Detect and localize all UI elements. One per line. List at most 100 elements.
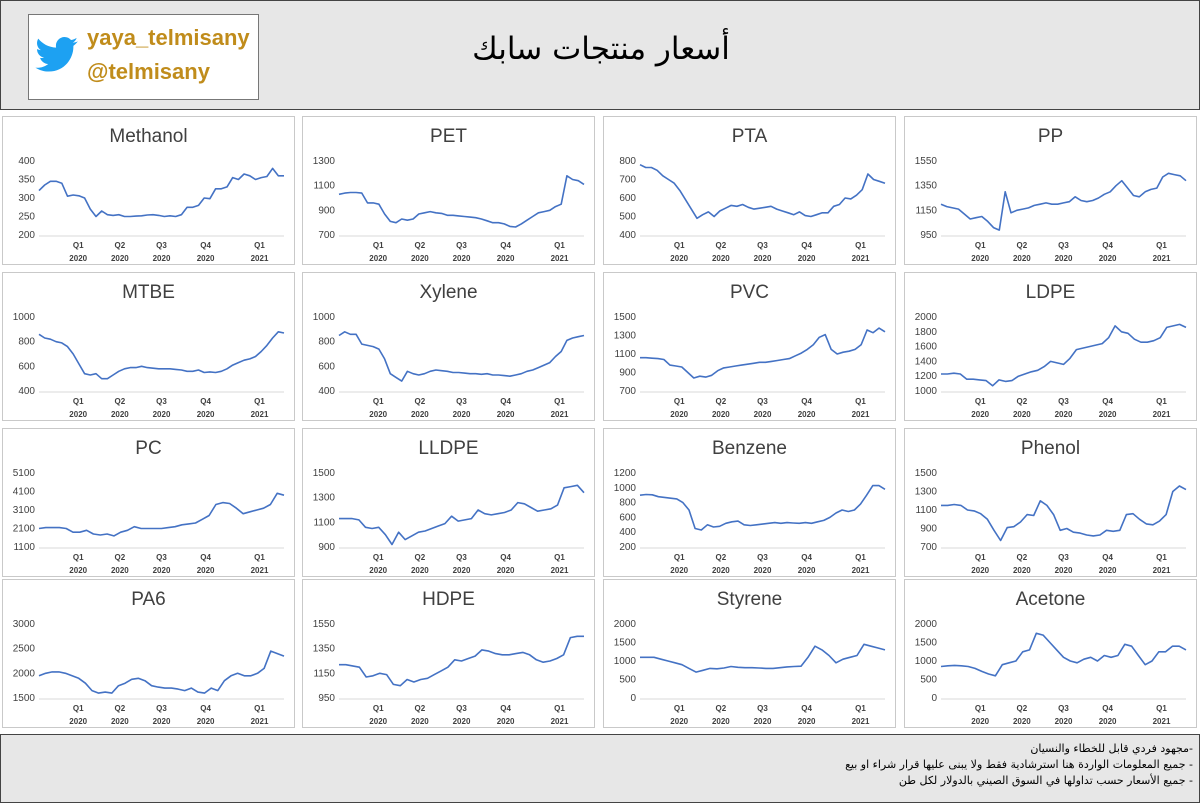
x-tick-quarter: Q3 (456, 397, 467, 406)
chart-title: PC (135, 438, 162, 459)
chart-panel-acetone: Acetone 0 500 1000 1500 2000 Q1 2020 Q2 2020 Q3 202… (904, 579, 1197, 728)
y-tick-label: 2000 (614, 619, 637, 630)
y-tick-label: 1100 (13, 542, 35, 553)
x-tick-year: 2020 (153, 254, 171, 263)
y-tick-label: 250 (18, 212, 35, 223)
y-tick-label: 700 (619, 175, 636, 186)
x-tick-year: 2020 (1099, 254, 1117, 263)
x-tick-quarter: Q4 (200, 397, 211, 406)
x-tick-quarter: Q1 (73, 397, 84, 406)
x-tick-quarter: Q2 (716, 397, 727, 406)
x-tick-quarter: Q3 (1058, 704, 1069, 713)
x-tick-year: 2020 (69, 410, 87, 419)
x-tick-quarter: Q3 (757, 553, 768, 562)
line-chart: 400 600 800 1000 Q1 2020 Q2 2020 Q3 2020 Q4 2020 Q1 2… (13, 312, 285, 419)
twitter-bird-icon (35, 37, 78, 72)
y-tick-label: 1500 (614, 312, 637, 323)
line-chart: 700 900 1100 1300 1500 Q1 2020 Q2 2020 Q3 2020 Q4 20… (614, 312, 886, 419)
x-tick-year: 2021 (1153, 254, 1171, 263)
x-tick-quarter: Q1 (554, 397, 565, 406)
y-tick-label: 1350 (313, 644, 336, 655)
chart-panel-phenol: Phenol 700 900 1100 1300 1500 Q1 2020 Q2 2020 Q3 20… (904, 428, 1197, 577)
chart-panel-pvc: PVC 700 900 1100 1300 1500 Q1 2020 Q2 2020 Q3 2020 Q… (603, 272, 896, 421)
x-tick-year: 2020 (153, 410, 171, 419)
x-tick-quarter: Q4 (801, 397, 812, 406)
x-tick-year: 2020 (1013, 410, 1031, 419)
line-chart: 1500 2000 2500 3000 Q1 2020 Q2 2020 Q3 2020 Q4 2020… (13, 619, 285, 726)
chart-title: PET (430, 126, 467, 147)
x-tick-quarter: Q2 (115, 397, 126, 406)
x-tick-year: 2020 (754, 410, 772, 419)
y-tick-label: 1300 (313, 156, 336, 167)
x-tick-year: 2020 (798, 254, 816, 263)
x-tick-quarter: Q1 (855, 397, 866, 406)
line-chart: 1000 1200 1400 1600 1800 2000 Q1 2020 Q2 2020 Q3 20… (915, 312, 1187, 419)
y-tick-label: 2000 (13, 668, 36, 679)
x-tick-year: 2020 (453, 717, 471, 726)
x-tick-year: 2020 (111, 410, 129, 419)
series-line (941, 323, 1187, 387)
line-chart: 700 900 1100 1300 Q1 2020 Q2 2020 Q3 2020 Q4 2020 Q1… (313, 156, 585, 263)
x-tick-quarter: Q1 (855, 553, 866, 562)
x-tick-quarter: Q2 (415, 553, 426, 562)
chart-title: MTBE (122, 282, 175, 303)
x-tick-year: 2020 (197, 254, 215, 263)
chart-panel-pa6: PA6 1500 2000 2500 3000 Q1 2020 Q2 2020 Q3 2020 Q4 2… (2, 579, 295, 728)
line-chart: 0 500 1000 1500 2000 Q1 2020 Q2 2020 Q3 2020 Q4 2020… (915, 619, 1187, 726)
y-tick-label: 1500 (614, 638, 637, 649)
x-tick-year: 2020 (497, 254, 515, 263)
x-tick-year: 2020 (798, 410, 816, 419)
x-tick-year: 2020 (712, 566, 730, 575)
y-tick-label: 1300 (313, 493, 336, 504)
x-tick-quarter: Q2 (716, 241, 727, 250)
x-tick-year: 2020 (798, 566, 816, 575)
x-tick-quarter: Q3 (456, 704, 467, 713)
x-tick-year: 2021 (251, 410, 269, 419)
x-tick-year: 2021 (1153, 717, 1171, 726)
x-tick-quarter: Q2 (1017, 553, 1028, 562)
y-tick-label: 600 (18, 361, 35, 372)
y-tick-label: 1600 (915, 342, 938, 353)
y-tick-label: 400 (18, 156, 35, 167)
y-tick-label: 800 (18, 337, 35, 348)
x-tick-quarter: Q2 (1017, 241, 1028, 250)
x-tick-quarter: Q1 (674, 397, 685, 406)
charts-grid: Methanol 200 250 300 350 400 Q1 2020 Q2 2020 Q3 202… (0, 116, 1200, 728)
x-tick-quarter: Q1 (975, 553, 986, 562)
x-tick-quarter: Q1 (975, 397, 986, 406)
x-tick-year: 2020 (369, 410, 387, 419)
chart-panel-pc: PC 1100 2100 3100 4100 5100 Q1 2020 Q2 2020 Q3 2020… (2, 428, 295, 577)
x-tick-quarter: Q4 (200, 241, 211, 250)
y-tick-label: 900 (920, 524, 937, 535)
chart-panel-pta: PTA 400 500 600 700 800 Q1 2020 Q2 2020 Q3 2020 Q4 20… (603, 116, 896, 265)
x-tick-year: 2020 (1055, 566, 1073, 575)
x-tick-year: 2020 (69, 717, 87, 726)
line-chart: 400 600 800 1000 Q1 2020 Q2 2020 Q3 2020 Q4 2020 Q1 2… (313, 312, 585, 419)
y-tick-label: 0 (630, 693, 636, 704)
x-tick-year: 2020 (1055, 254, 1073, 263)
x-tick-quarter: Q1 (254, 241, 265, 250)
y-tick-label: 5100 (13, 468, 36, 479)
x-tick-year: 2020 (971, 410, 989, 419)
chart-title: PP (1037, 126, 1064, 147)
series-line (640, 327, 886, 379)
x-tick-year: 2020 (670, 254, 688, 263)
y-tick-label: 1500 (915, 638, 938, 649)
x-tick-quarter: Q4 (500, 397, 511, 406)
series-line (940, 172, 1187, 231)
chart-title: PVC (729, 282, 770, 303)
x-tick-year: 2021 (251, 254, 269, 263)
y-tick-label: 1000 (313, 312, 336, 323)
x-tick-quarter: Q2 (415, 397, 426, 406)
x-tick-quarter: Q1 (975, 241, 986, 250)
y-tick-label: 900 (619, 368, 636, 379)
y-tick-label: 600 (619, 193, 636, 204)
x-tick-year: 2020 (971, 566, 989, 575)
chart-panel-mtbe: MTBE 400 600 800 1000 Q1 2020 Q2 2020 Q3 2020 Q4 202… (2, 272, 295, 421)
x-tick-year: 2021 (551, 254, 569, 263)
x-tick-quarter: Q4 (1102, 241, 1113, 250)
x-tick-year: 2020 (411, 254, 429, 263)
x-tick-quarter: Q2 (415, 241, 426, 250)
x-tick-year: 2021 (852, 566, 870, 575)
x-tick-quarter: Q4 (801, 704, 812, 713)
